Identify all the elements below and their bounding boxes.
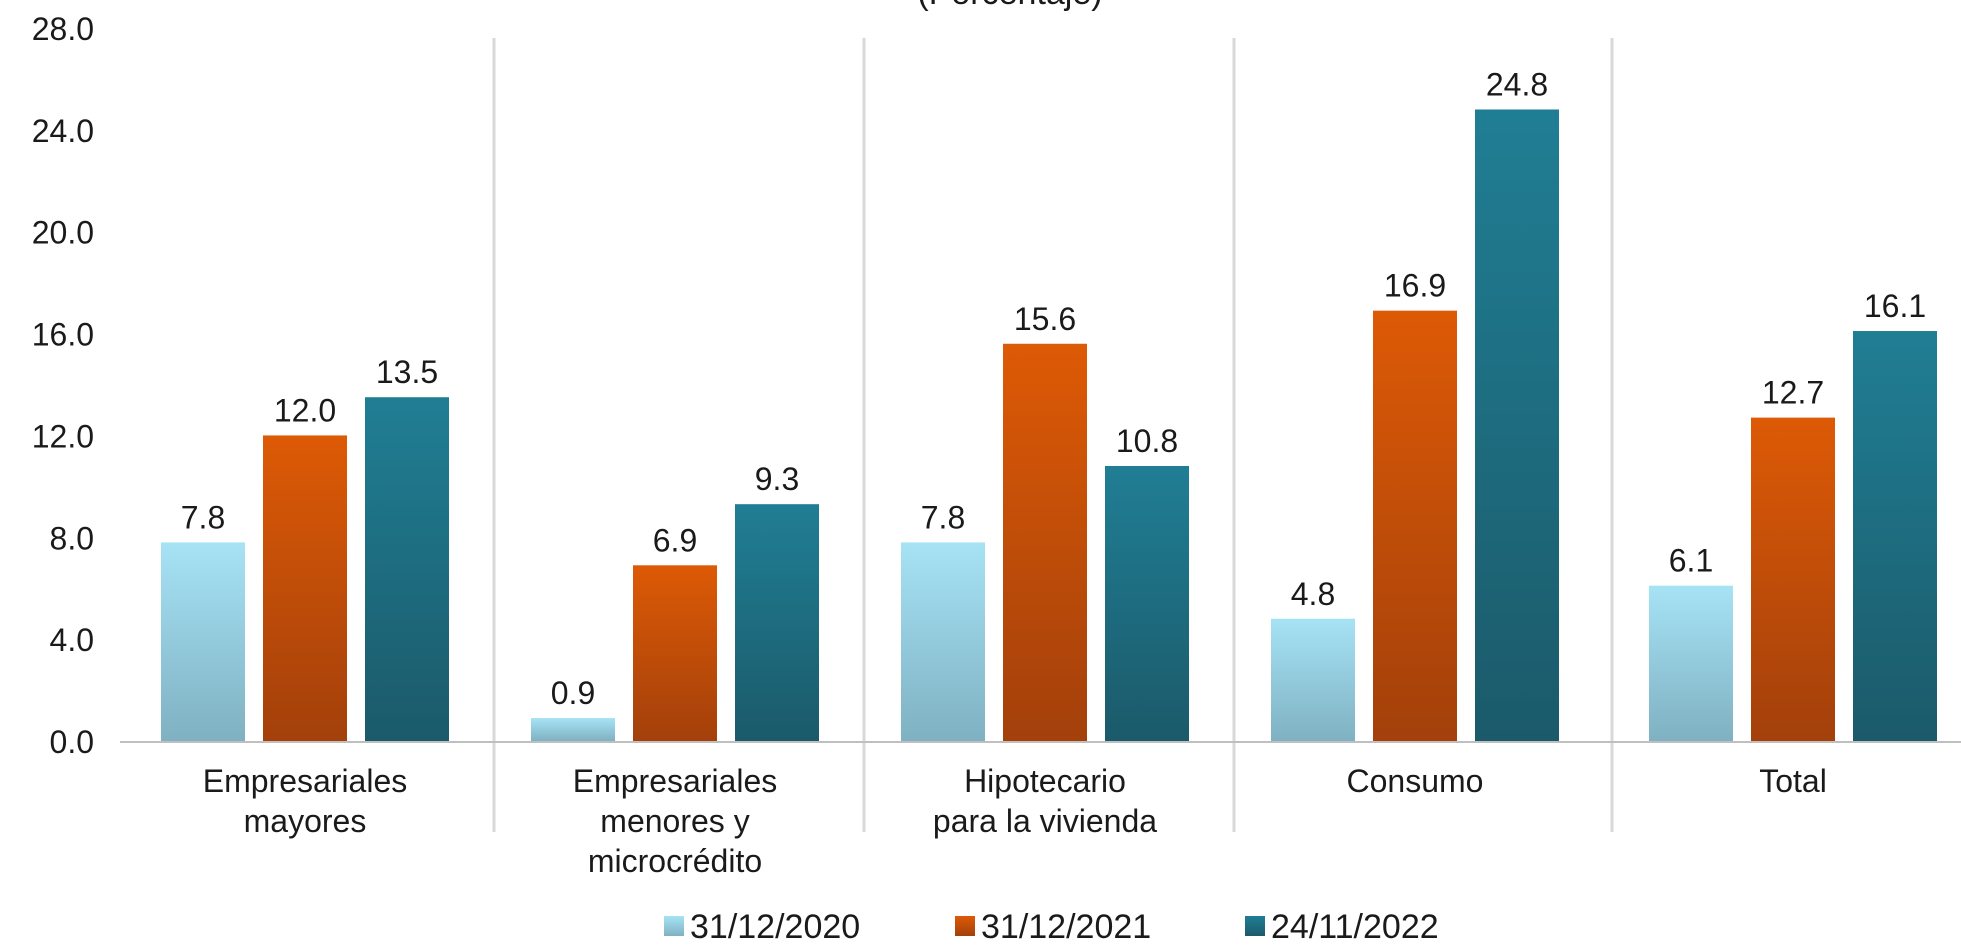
- bar: [901, 542, 985, 741]
- category-separators: [492, 38, 1614, 832]
- y-tick-label: 24.0: [32, 113, 94, 149]
- chart-title: (Porcentaje): [917, 0, 1102, 12]
- bar-value-label: 13.5: [376, 354, 438, 390]
- bar: [1475, 109, 1559, 741]
- bar-value-label: 12.0: [274, 392, 336, 428]
- bar-value-label: 6.1: [1669, 543, 1713, 579]
- legend-item: 31/12/2021: [955, 908, 1151, 946]
- x-tick-label: Empresariales mayores: [203, 763, 408, 839]
- bar: [1853, 331, 1937, 741]
- y-tick-label: 8.0: [50, 520, 94, 556]
- bars: 7.8 12.0 13.5 0.9 6.9 9.3 7.8 15.6 10.8 4.8 16.9 24…: [161, 66, 1937, 741]
- bar-value-label: 16.9: [1384, 268, 1446, 304]
- legend-item: 24/11/2022: [1245, 908, 1439, 946]
- bar-value-label: 16.1: [1864, 288, 1926, 324]
- bar-value-label: 0.9: [551, 675, 595, 711]
- y-tick-label: 20.0: [32, 215, 94, 251]
- bar-value-label: 9.3: [755, 461, 799, 497]
- bar-value-label: 6.9: [653, 522, 697, 558]
- bar: [365, 397, 449, 741]
- bar: [263, 435, 347, 741]
- x-tick-label: Hipotecario para la vivienda: [933, 763, 1157, 839]
- x-tick-label: Consumo: [1347, 763, 1484, 799]
- y-tick-label: 12.0: [32, 418, 94, 454]
- bar-value-label: 15.6: [1014, 301, 1076, 337]
- x-tick-label: Total: [1759, 763, 1827, 799]
- bar-value-label: 7.8: [181, 499, 225, 535]
- legend-label: 24/11/2022: [1271, 908, 1439, 945]
- legend-label: 31/12/2021: [981, 908, 1151, 945]
- y-tick-label: 28.0: [32, 11, 94, 47]
- bar: [1751, 417, 1835, 741]
- bar: [1373, 310, 1457, 741]
- bar-value-label: 7.8: [921, 499, 965, 535]
- legend-swatch: [664, 916, 684, 936]
- bar: [735, 504, 819, 741]
- bar-value-label: 24.8: [1486, 66, 1548, 102]
- bar: [633, 565, 717, 741]
- legend-label: 31/12/2020: [690, 908, 860, 945]
- bar: [531, 718, 615, 741]
- x-tick-label: Empresariales menores y microcrédito: [573, 763, 778, 879]
- y-tick-label: 4.0: [50, 622, 94, 658]
- bar: [1271, 618, 1355, 741]
- bar: [1003, 343, 1087, 741]
- y-axis: 0.0 4.0 8.0 12.0 16.0 20.0 24.0 28.0: [32, 11, 94, 760]
- legend-swatch: [1245, 916, 1265, 936]
- bar: [1105, 465, 1189, 741]
- legend: 31/12/2020 31/12/2021 24/11/2022: [664, 908, 1439, 946]
- y-tick-label: 16.0: [32, 317, 94, 353]
- bar: [161, 542, 245, 741]
- bar: [1649, 585, 1733, 741]
- legend-swatch: [955, 916, 975, 936]
- legend-item: 31/12/2020: [664, 908, 860, 946]
- x-axis: Empresariales mayores Empresariales menores…: [120, 741, 1961, 879]
- bar-value-label: 12.7: [1762, 375, 1824, 411]
- bar-value-label: 4.8: [1291, 576, 1335, 612]
- bar-value-label: 10.8: [1116, 423, 1178, 459]
- y-tick-label: 0.0: [50, 724, 94, 760]
